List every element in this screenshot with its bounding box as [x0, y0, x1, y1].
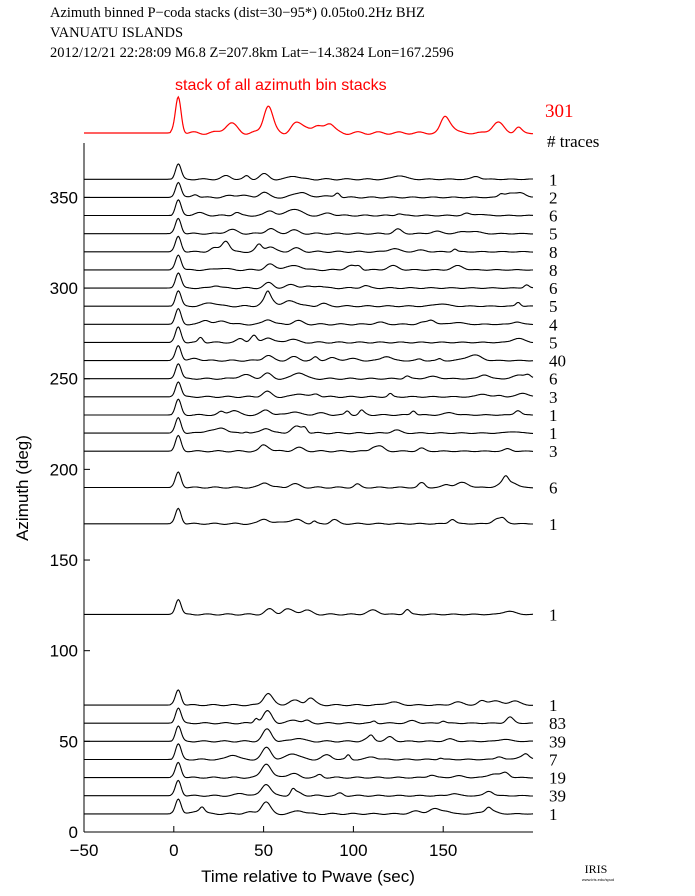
y-tick-label: 150 [50, 551, 78, 570]
trace-az-190 [84, 471, 533, 489]
trace-az-260 [84, 345, 534, 362]
x-tick-label: 0 [169, 841, 178, 860]
trace-az-230 [84, 398, 533, 417]
trace-az-330 [84, 217, 533, 235]
trace-count-az-30: 19 [549, 769, 566, 788]
y-tick-label: 100 [50, 642, 78, 661]
trace-az-70 [84, 689, 533, 707]
y-axis-label: Azimuth (deg) [13, 435, 32, 541]
trace-count-az-320: 8 [549, 243, 558, 262]
trace-az-20 [84, 779, 533, 797]
x-axis-label: Time relative to Pwave (sec) [201, 867, 415, 886]
trace-count-az-250: 6 [549, 370, 558, 389]
trace-count-az-210: 3 [549, 442, 558, 461]
traces-column-header: # traces [547, 132, 599, 151]
trace-count-az-190: 6 [549, 479, 558, 498]
trace-az-350 [84, 181, 533, 199]
trace-count-az-230: 1 [549, 406, 558, 425]
header-line-3: 2012/12/21 22:28:09 M6.8 Z=207.8km Lat=−… [50, 45, 454, 61]
trace-count-az-310: 8 [549, 261, 558, 280]
trace-az-340 [84, 199, 534, 217]
y-tick-label: 0 [69, 823, 78, 842]
trace-count-az-280: 4 [549, 315, 558, 334]
trace-az-50 [84, 725, 533, 743]
trace-count-az-120: 1 [549, 605, 558, 624]
stack-label: stack of all azimuth bin stacks [175, 77, 387, 94]
iris-logo: IRIS www.iris.edu/spud [582, 862, 614, 882]
trace-az-270 [84, 326, 534, 344]
y-tick-label: 200 [50, 460, 78, 479]
trace-count-az-260: 40 [549, 352, 566, 371]
trace-az-280 [84, 307, 534, 326]
trace-az-310 [84, 254, 534, 272]
trace-count-az-290: 5 [549, 297, 558, 316]
trace-count-az-340: 6 [549, 207, 558, 226]
trace-az-220 [84, 416, 533, 435]
total-traces-count: 301 [545, 101, 574, 122]
trace-az-120 [84, 598, 534, 616]
header-line-1: Azimuth binned P−coda stacks (dist=30−95… [50, 5, 425, 21]
y-tick-label: 250 [50, 370, 78, 389]
trace-az-210 [84, 434, 534, 453]
trace-count-az-300: 6 [549, 279, 558, 298]
trace-az-170 [84, 507, 533, 525]
logo-subtext: www.iris.edu/spud [582, 877, 614, 882]
trace-az-360 [84, 163, 533, 181]
trace-az-40 [84, 743, 534, 761]
trace-az-10 [84, 798, 534, 816]
x-tick-label: 100 [339, 841, 367, 860]
stack-trace [84, 95, 534, 135]
trace-count-az-170: 1 [549, 515, 558, 534]
trace-az-30 [84, 761, 533, 779]
trace-count-az-10: 1 [549, 805, 558, 824]
trace-az-320 [84, 235, 533, 253]
x-tick-label: −50 [70, 841, 99, 860]
trace-count-az-270: 5 [549, 333, 558, 352]
trace-count-az-40: 7 [549, 750, 558, 769]
trace-count-az-350: 2 [549, 188, 558, 207]
trace-az-240 [84, 381, 534, 399]
y-tick-label: 350 [50, 188, 78, 207]
trace-az-290 [84, 290, 533, 308]
trace-az-250 [84, 363, 534, 380]
header-line-2: VANUATU ISLANDS [50, 25, 183, 41]
y-tick-label: 300 [50, 279, 78, 298]
logo-text: IRIS [585, 862, 608, 876]
x-tick-label: 150 [429, 841, 457, 860]
x-tick-label: 50 [254, 841, 273, 860]
trace-count-az-70: 1 [549, 696, 558, 715]
trace-count-az-20: 39 [549, 787, 566, 806]
trace-count-az-220: 1 [549, 424, 558, 443]
trace-count-az-50: 39 [549, 732, 566, 751]
trace-count-az-240: 3 [549, 388, 558, 407]
y-tick-label: 50 [59, 732, 78, 751]
trace-count-az-360: 1 [549, 170, 558, 189]
trace-count-az-60: 83 [549, 714, 566, 733]
trace-az-60 [84, 707, 534, 725]
trace-az-300 [84, 272, 534, 290]
trace-group [84, 163, 534, 816]
trace-count-az-330: 5 [549, 225, 558, 244]
